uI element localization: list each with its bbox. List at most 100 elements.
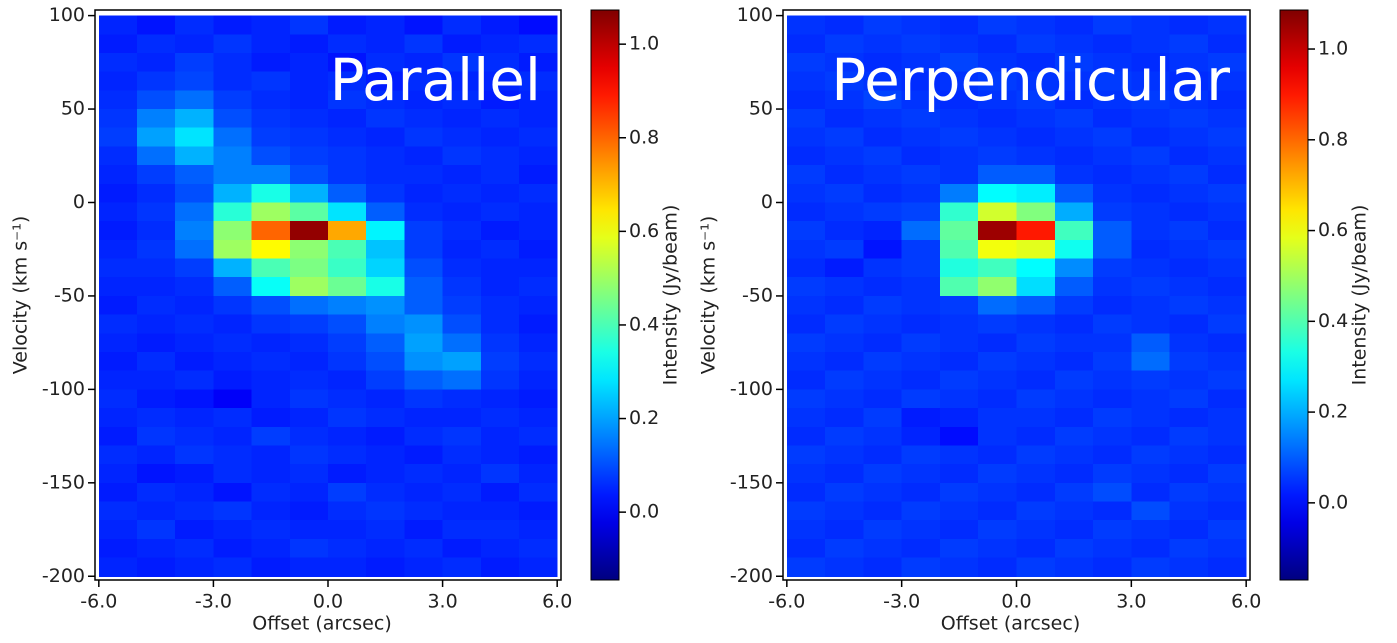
heat-cell	[404, 258, 444, 278]
heat-cell	[442, 538, 482, 559]
heat-cell	[1054, 557, 1094, 577]
heat-cell	[1016, 15, 1056, 35]
heat-cell	[939, 426, 979, 446]
heat-cell	[939, 408, 979, 428]
heat-cell	[98, 221, 138, 241]
heat-cell	[98, 426, 138, 446]
heat-cell	[939, 314, 979, 334]
heat-cell	[863, 15, 903, 35]
heat-cell	[251, 352, 291, 372]
heat-cell	[1207, 538, 1247, 559]
heat-cell	[863, 370, 903, 390]
heat-cell	[1016, 408, 1056, 428]
heat-cell	[786, 389, 826, 409]
heat-cell	[1016, 277, 1056, 297]
heat-cell	[251, 445, 291, 465]
heat-cell	[863, 352, 903, 372]
heat-cell	[1093, 183, 1132, 203]
heat-cell	[1054, 109, 1094, 129]
heat-cell	[901, 52, 941, 73]
heat-cell	[137, 389, 176, 409]
heat-cell	[1131, 90, 1171, 110]
heat-cell	[518, 239, 558, 260]
heat-cell	[137, 15, 176, 35]
heat-cell	[366, 239, 405, 260]
heat-cell	[289, 445, 329, 465]
heat-cell	[1207, 426, 1247, 446]
heat-cell	[863, 52, 903, 73]
heat-cell	[978, 90, 1017, 110]
heat-cell	[328, 221, 367, 241]
heat-cell	[251, 165, 291, 185]
heat-cell	[404, 277, 444, 297]
heat-cell	[978, 370, 1017, 390]
heat-cell	[175, 71, 214, 91]
heat-cell	[442, 109, 482, 129]
heat-cell	[978, 464, 1017, 484]
heat-cell	[366, 258, 405, 278]
heat-cell	[289, 426, 329, 446]
heat-cell	[137, 352, 176, 372]
heat-cell	[366, 221, 405, 241]
heat-cell	[251, 501, 291, 521]
heat-cell	[1093, 127, 1132, 147]
heat-cell	[786, 109, 826, 129]
heat-cell	[404, 34, 444, 54]
heat-cell	[1207, 109, 1247, 129]
heat-cell	[404, 314, 444, 334]
heat-cell	[404, 520, 444, 540]
heat-cell	[1207, 482, 1247, 503]
heat-cell	[1131, 258, 1171, 278]
heat-cell	[289, 501, 329, 521]
heat-cell	[939, 165, 979, 185]
heat-cell	[863, 258, 903, 278]
heat-cell	[98, 314, 138, 334]
heat-cell	[901, 202, 941, 222]
heat-cell	[863, 221, 903, 241]
heat-cell	[137, 501, 176, 521]
heat-cell	[901, 277, 941, 297]
heat-cell	[137, 333, 176, 353]
heat-cell	[1207, 408, 1247, 428]
heat-cell	[939, 277, 979, 297]
heat-cell	[518, 165, 558, 185]
heat-cell	[518, 202, 558, 222]
heat-cell	[98, 71, 138, 91]
heat-cell	[1093, 333, 1132, 353]
heat-cell	[939, 221, 979, 241]
heat-cell	[978, 389, 1017, 409]
heat-cell	[978, 445, 1017, 465]
heat-cell	[137, 295, 176, 316]
heat-cell	[175, 277, 214, 297]
heat-cell	[1054, 295, 1094, 316]
heat-cell	[786, 127, 826, 147]
heat-cell	[901, 90, 941, 110]
heat-cell	[480, 482, 520, 503]
heat-cell	[518, 183, 558, 203]
heat-cell	[939, 464, 979, 484]
heat-cell	[404, 183, 444, 203]
colorbar-tick-label: 0.0	[1318, 491, 1348, 513]
heat-cell	[1131, 426, 1171, 446]
heat-cell	[901, 314, 941, 334]
heat-cell	[1016, 464, 1056, 484]
heat-cell	[1169, 426, 1209, 446]
heat-cell	[98, 277, 138, 297]
heat-cell	[251, 557, 291, 577]
heat-cell	[404, 333, 444, 353]
heat-cell	[978, 109, 1017, 129]
heat-cell	[863, 520, 903, 540]
heat-cell	[901, 501, 941, 521]
heat-cell	[137, 183, 176, 203]
heat-cell	[1169, 183, 1209, 203]
heat-cell	[137, 52, 176, 73]
heat-cell	[213, 538, 253, 559]
heat-cell	[901, 557, 941, 577]
heat-cell	[251, 258, 291, 278]
heat-cell	[289, 389, 329, 409]
colorbar-tick-label: 0.2	[629, 407, 659, 429]
heat-cell	[901, 520, 941, 540]
heat-cell	[1054, 445, 1094, 465]
heat-cell	[366, 90, 405, 110]
heat-cell	[863, 333, 903, 353]
